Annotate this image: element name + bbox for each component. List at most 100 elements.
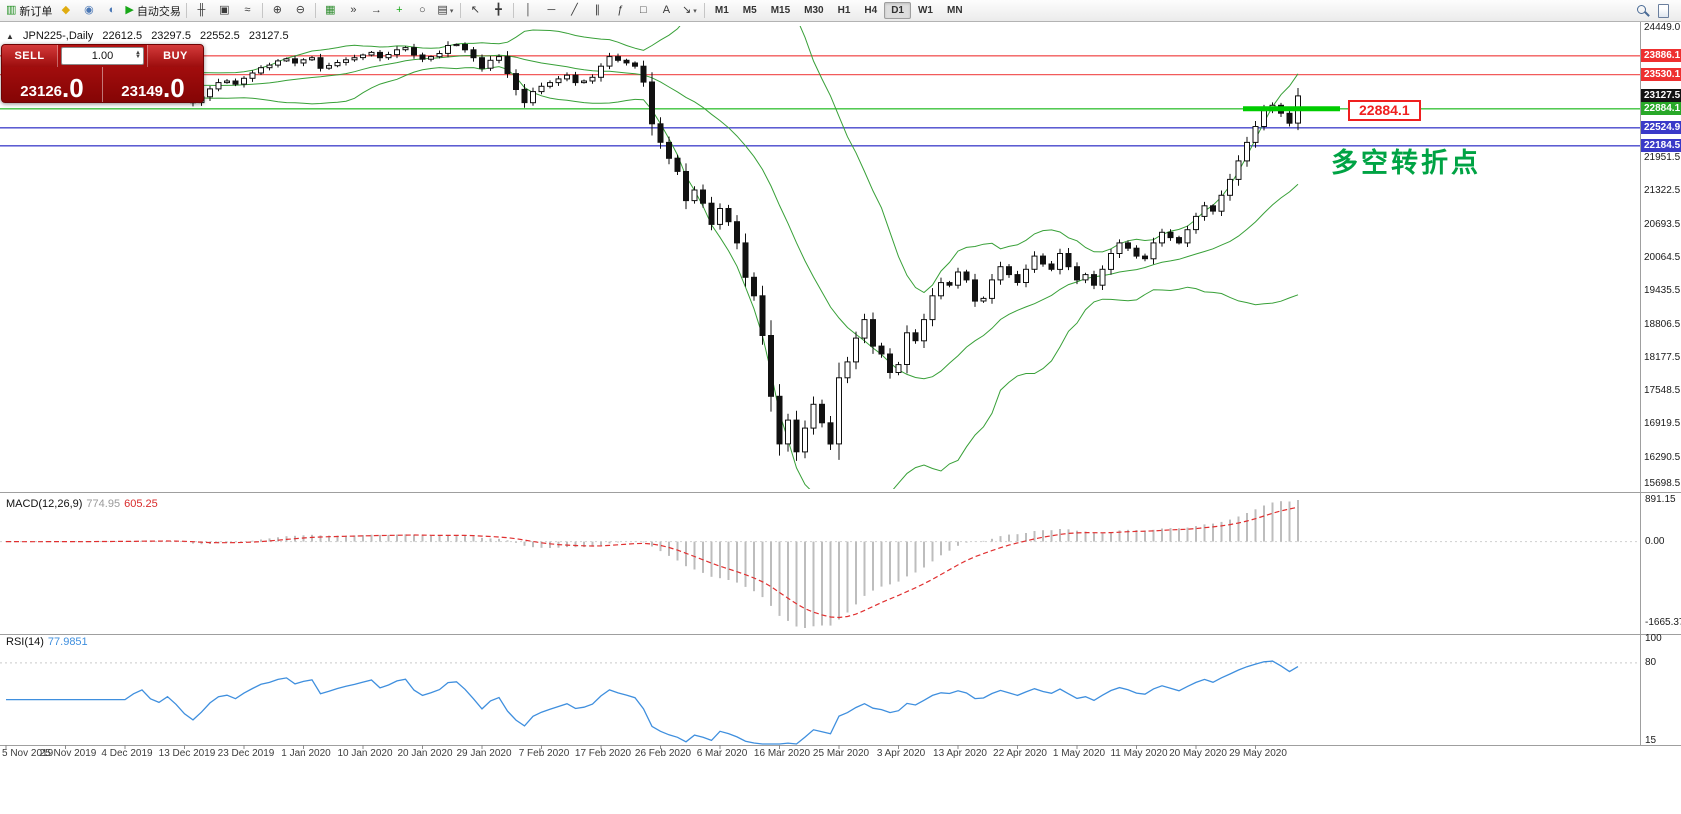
toolbar-right xyxy=(1636,3,1669,18)
volume-up-icon[interactable]: ▲ xyxy=(135,50,141,57)
volume-value[interactable]: 1.00 xyxy=(91,50,114,62)
date-axis: 5 Nov 2019 25 Nov 2019 4 Dec 2019 13 Dec 20… xyxy=(0,748,1681,762)
rsi-axis-min: 15 xyxy=(1645,735,1657,746)
date-label: 4 Dec 2019 xyxy=(101,748,153,759)
price-axis-tick: 21322.5 xyxy=(1644,185,1681,196)
zoom-in-button[interactable]: ⊕ xyxy=(266,2,289,20)
fibonacci-tool-button[interactable]: ƒ xyxy=(609,2,632,20)
date-label: 20 May 2020 xyxy=(1169,748,1227,759)
tile-windows-button[interactable]: ▦ xyxy=(319,2,342,20)
rsi-name: RSI(14) xyxy=(6,636,44,648)
date-label: 13 Apr 2020 xyxy=(933,748,987,759)
sell-button[interactable]: SELL xyxy=(2,45,58,67)
toolbar-divider xyxy=(459,3,461,18)
date-label: 1 May 2020 xyxy=(1052,748,1106,759)
templates-button[interactable]: ▤ ▾ xyxy=(434,2,457,20)
new-order-button[interactable]: ▥ 新订单 xyxy=(4,2,54,20)
price-axis-tick: 18177.5 xyxy=(1644,352,1681,363)
price-callout[interactable]: 22884.1 xyxy=(1348,100,1421,121)
timeframe-h4-button[interactable]: H4 xyxy=(864,5,878,16)
date-label: 3 Apr 2020 xyxy=(876,748,926,759)
volume-input[interactable]: 1.00 ▲ ▼ xyxy=(61,47,144,65)
zoom-out-icon: ⊖ xyxy=(295,4,305,16)
chart-shift-button[interactable]: → xyxy=(365,2,388,20)
volume-down-icon[interactable]: ▼ xyxy=(135,54,141,60)
price-axis-tag: 22524.9 xyxy=(1641,121,1681,134)
buy-button[interactable]: BUY xyxy=(147,45,203,67)
chart-canvas[interactable] xyxy=(0,22,1681,814)
period-selector-button[interactable]: ○ xyxy=(411,2,434,20)
timeframe-d1-button[interactable]: D1 xyxy=(884,2,911,19)
horizontal-line-tool-button[interactable]: ─ xyxy=(540,2,563,20)
indicators-icon: + xyxy=(396,4,403,16)
timeframe-m15-button[interactable]: M15 xyxy=(770,5,791,16)
arrows-tool-button[interactable]: ↘ ▾ xyxy=(678,2,701,20)
vertical-line-tool-button[interactable]: │ xyxy=(517,2,540,20)
market-watch-button[interactable]: ◐ xyxy=(100,2,123,20)
rsi-axis-level: 80 xyxy=(1645,657,1657,668)
price-axis-tag: 22884.1 xyxy=(1641,102,1681,115)
timeframe-w1-button[interactable]: W1 xyxy=(917,5,933,16)
text-tool-button[interactable]: A xyxy=(655,2,678,20)
candle-chart-type-button[interactable]: ▣ xyxy=(213,2,236,20)
trendline-tool-button[interactable]: ╱ xyxy=(563,2,586,20)
period-selector-icon: ○ xyxy=(419,4,426,16)
date-label: 5 Nov 2019 xyxy=(2,748,54,759)
symbol-name: JPN225-,Daily xyxy=(22,30,94,42)
price-axis-tick: 21951.5 xyxy=(1644,152,1681,163)
search-icon[interactable] xyxy=(1636,4,1650,18)
timeframe-m1-button[interactable]: M1 xyxy=(714,5,729,16)
sell-price-pips: .0 xyxy=(62,72,84,103)
data-window-icon[interactable] xyxy=(1658,3,1669,18)
macd-signal-value: 605.25 xyxy=(124,498,158,510)
cursor-button[interactable]: ↖ xyxy=(464,2,487,20)
timeframe-h1-button[interactable]: H1 xyxy=(837,5,851,16)
crosshair-button[interactable]: ╋ xyxy=(487,2,510,20)
line-chart-type-button[interactable]: ≈ xyxy=(236,2,259,20)
date-label: 6 Mar 2020 xyxy=(696,748,748,759)
price-axis-tag: 22184.5 xyxy=(1641,139,1681,152)
templates-caret-icon: ▾ xyxy=(449,7,454,15)
indicators-button[interactable]: + xyxy=(388,2,411,20)
bar-chart-type-button[interactable]: ╫ xyxy=(190,2,213,20)
macd-indicator-label: MACD(12,26,9) 774.95 605.25 xyxy=(6,498,158,510)
buy-price-pips: .0 xyxy=(163,72,185,103)
collapse-icon[interactable]: ▲ xyxy=(6,32,14,41)
shapes-tool-button[interactable]: □ xyxy=(632,2,655,20)
auto-scroll-icon: » xyxy=(350,4,357,16)
date-label: 13 Dec 2019 xyxy=(158,748,216,759)
date-label: 26 Feb 2020 xyxy=(634,748,692,759)
timeframe-mn-button[interactable]: MN xyxy=(946,5,963,16)
buy-price-main: 23149 xyxy=(121,83,164,100)
volume-spinner[interactable]: ▲ ▼ xyxy=(135,48,141,64)
templates-icon: ▤ xyxy=(437,4,448,16)
rsi-axis-max: 100 xyxy=(1645,633,1662,644)
ohlc-close: 23127.5 xyxy=(248,30,289,42)
price-axis-tag: 23530.1 xyxy=(1641,68,1681,81)
timeframe-m30-button[interactable]: M30 xyxy=(804,5,824,16)
zoom-out-button[interactable]: ⊖ xyxy=(289,2,312,20)
profiles-button[interactable]: ◉ xyxy=(77,2,100,20)
channel-tool-button[interactable]: ∥ xyxy=(586,2,609,20)
auto-trading-button[interactable]: ▶ 自动交易 xyxy=(123,2,182,20)
date-label: 17 Feb 2020 xyxy=(574,748,632,759)
sell-price[interactable]: 23126 .0 xyxy=(2,67,102,102)
timeframe-m5-button[interactable]: M5 xyxy=(742,5,757,16)
toolbar: ▥ 新订单 ◆ ◉ ◐ ▶ 自动交易 ╫ ▣ ≈ ⊕ ⊖ ▦» → + ○ ▤ ▾ ↖ ╋ │ ─ ╱ ∥ ƒ □ A ↘ ▾ M1 M5… xyxy=(0,0,1681,22)
date-label: 10 Jan 2020 xyxy=(337,748,393,759)
date-label: 11 May 2020 xyxy=(1110,748,1168,759)
date-label: 16 Mar 2020 xyxy=(753,748,811,759)
rsi-value: 77.9851 xyxy=(47,636,88,648)
favorites-button[interactable]: ◆ xyxy=(54,2,77,20)
shapes-tool-icon: □ xyxy=(640,4,647,16)
bar-chart-type-icon: ╫ xyxy=(197,4,206,16)
price-axis-tick: 20064.5 xyxy=(1644,252,1681,263)
timeframe-toolbar: M1 M5 M15 M30 H1 H4 D1 W1 MN xyxy=(708,2,970,19)
buy-price[interactable]: 23149 .0 xyxy=(103,67,203,102)
auto-scroll-button[interactable]: » xyxy=(342,2,365,20)
profiles-icon: ◉ xyxy=(84,4,94,16)
arrows-tool-caret-icon: ▾ xyxy=(693,7,697,15)
date-label: 29 May 2020 xyxy=(1229,748,1287,759)
auto-trading-icon: ▶ xyxy=(125,4,134,16)
